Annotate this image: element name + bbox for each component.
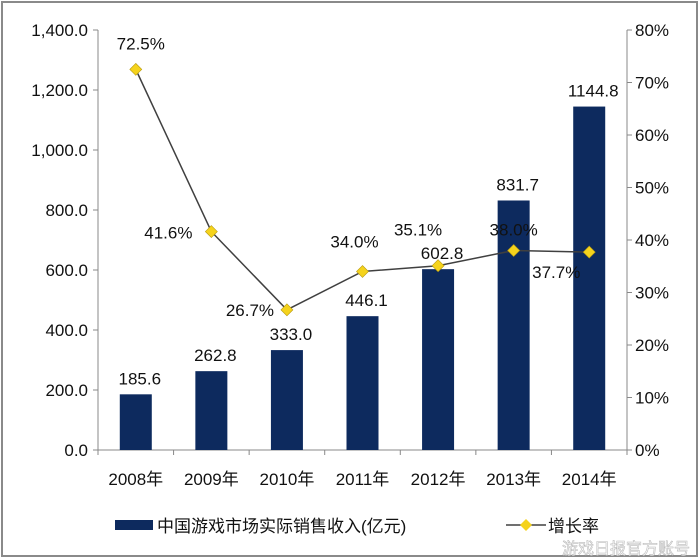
right-tick-label: 30% — [635, 284, 669, 303]
line-data-label: 34.0% — [330, 233, 378, 252]
x-tick-label: 2013年 — [486, 470, 541, 489]
right-tick-label: 60% — [635, 126, 669, 145]
x-tick-label: 2009年 — [184, 470, 239, 489]
left-tick-label: 1,200.0 — [31, 81, 88, 100]
bar-data-label: 333.0 — [270, 325, 313, 344]
left-tick-label: 1,400.0 — [31, 21, 88, 40]
line-marker — [582, 245, 596, 259]
legend-marker-swatch — [520, 519, 532, 531]
bar — [119, 394, 152, 450]
x-tick-label: 2008年 — [108, 470, 163, 489]
bar-data-label: 831.7 — [496, 175, 539, 194]
x-tick-label: 2014年 — [562, 470, 617, 489]
bar-data-label: 185.6 — [119, 369, 162, 388]
bar — [195, 371, 228, 450]
line-marker — [431, 259, 445, 273]
line-data-label: 38.0% — [490, 221, 538, 240]
line-data-label: 37.7% — [532, 263, 580, 282]
right-tick-label: 80% — [635, 21, 669, 40]
bar — [573, 106, 606, 450]
bar — [497, 200, 530, 450]
left-tick-label: 0.0 — [64, 441, 88, 460]
bar-data-label: 262.8 — [194, 346, 237, 365]
bar — [422, 269, 455, 450]
legend-bar-swatch — [115, 520, 153, 530]
line-marker — [204, 225, 218, 239]
line-marker — [356, 265, 369, 278]
line-marker — [280, 303, 294, 317]
legend-bar-label: 中国游戏市场实际销售收入(亿元) — [157, 517, 406, 536]
line-data-label: 35.1% — [394, 221, 442, 240]
bar — [270, 350, 303, 450]
bar — [346, 316, 379, 450]
right-tick-label: 0% — [635, 441, 660, 460]
legend-line-label: 增长率 — [548, 517, 599, 536]
bar-data-label: 602.8 — [421, 244, 464, 263]
bar-data-label: 446.1 — [345, 291, 388, 310]
line-data-label: 41.6% — [144, 224, 192, 243]
x-tick-label: 2011年 — [336, 470, 390, 489]
line-marker — [129, 62, 143, 76]
right-tick-label: 40% — [635, 231, 669, 250]
left-tick-label: 800.0 — [45, 201, 88, 220]
x-tick-label: 2010年 — [260, 470, 315, 489]
line-data-label: 72.5% — [117, 34, 165, 53]
line-data-label: 26.7% — [226, 301, 274, 320]
line-marker — [507, 244, 521, 257]
x-tick-label: 2012年 — [411, 470, 466, 489]
left-tick-label: 600.0 — [45, 261, 88, 280]
left-tick-label: 400.0 — [45, 321, 88, 340]
right-tick-label: 70% — [635, 74, 669, 93]
bar-data-label: 1144.8 — [568, 82, 619, 101]
right-tick-label: 50% — [635, 179, 669, 198]
right-tick-label: 10% — [635, 389, 669, 408]
left-tick-label: 1,000.0 — [31, 141, 88, 160]
watermark-text: 游戏日报官方账号 — [562, 540, 690, 558]
left-tick-label: 200.0 — [45, 381, 88, 400]
right-tick-label: 20% — [635, 336, 669, 355]
